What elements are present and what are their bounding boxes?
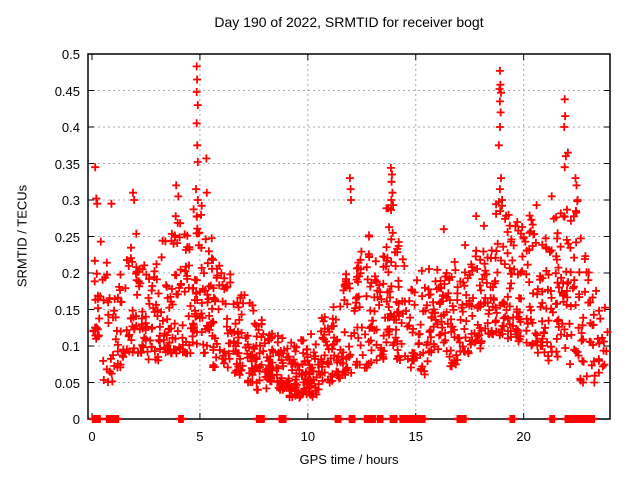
zero-value-points (89, 415, 598, 423)
y-tick-label: 0.3 (61, 193, 80, 208)
x-axis-title: GPS time / hours (299, 452, 399, 467)
grid-lines (88, 54, 610, 419)
x-tick-label: 20 (516, 429, 531, 444)
y-tick-label: 0.1 (61, 339, 80, 354)
y-tick-label: 0.5 (61, 47, 80, 62)
chart-title: Day 190 of 2022, SRMTID for receiver bog… (214, 14, 484, 30)
x-tick-label: 15 (408, 429, 423, 444)
y-tick-label: 0.2 (61, 266, 80, 281)
y-tick-label: 0.35 (54, 156, 80, 172)
data-points (89, 62, 612, 402)
x-tick-label: 5 (196, 429, 204, 444)
y-tick-label: 0.4 (61, 120, 80, 135)
x-tick-label: 0 (88, 429, 96, 444)
x-tick-label: 10 (300, 429, 316, 444)
y-tick-label: 0.25 (54, 229, 80, 245)
y-tick-label: 0.05 (54, 375, 80, 391)
y-tick-label: 0 (72, 412, 80, 427)
y-tick-label: 0.45 (54, 83, 80, 99)
y-tick-label: 0.15 (54, 302, 80, 318)
